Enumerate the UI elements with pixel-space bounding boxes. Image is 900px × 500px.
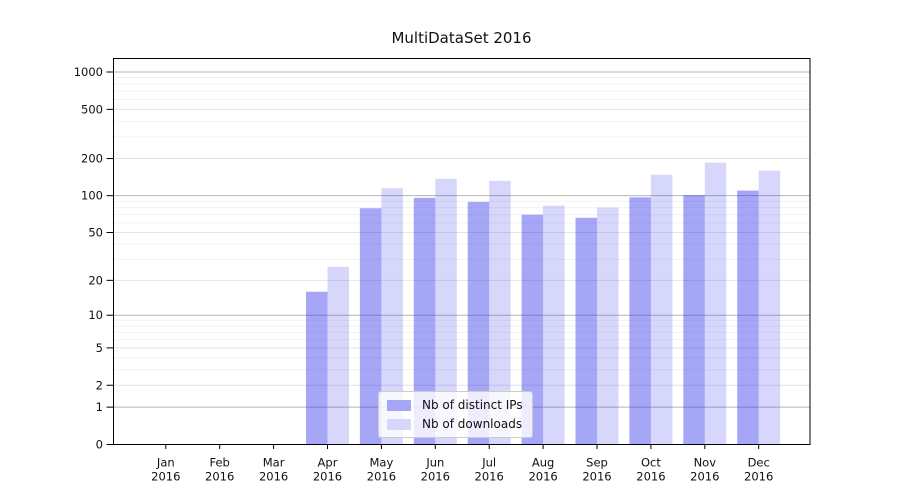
bar-downloads-aug (543, 205, 565, 445)
chart-title: MultiDataSet 2016 (391, 29, 532, 47)
x-tick-label-month: Oct (641, 456, 661, 470)
bar-downloads-apr (327, 266, 349, 445)
y-tick-label: 50 (88, 226, 103, 240)
legend-swatch-distinct-ips (387, 399, 411, 411)
bar-distinct-ips-may (359, 208, 382, 445)
x-tick-label-year: 2016 (636, 470, 665, 484)
bar-downloads-nov (704, 162, 727, 445)
bar-distinct-ips-oct (629, 197, 651, 445)
bar-downloads-jul (489, 180, 511, 445)
x-tick-label-month: Dec (748, 456, 770, 470)
x-tick-label-month: May (370, 456, 394, 470)
x-tick-label-year: 2016 (475, 470, 504, 484)
x-tick-label-month: Jul (481, 456, 496, 470)
x-tick-label-month: Jan (156, 456, 175, 470)
y-tick-label: 1000 (74, 65, 103, 79)
y-tick-label: 1 (96, 400, 103, 414)
x-tick-label-year: 2016 (528, 470, 557, 484)
bar-downloads-may (381, 188, 403, 445)
legend-swatch-downloads (387, 418, 411, 430)
bar-distinct-ips-sep (575, 217, 597, 445)
legend-label-distinct-ips: Nb of distinct IPs (422, 398, 523, 412)
x-tick-label-year: 2016 (259, 470, 288, 484)
y-tick-label: 100 (81, 189, 103, 203)
legend-label-downloads: Nb of downloads (422, 417, 523, 431)
y-tick-label: 500 (81, 102, 103, 116)
x-tick-label-month: Nov (694, 456, 717, 470)
x-tick-label-year: 2016 (421, 470, 450, 484)
bar-distinct-ips-nov (683, 195, 705, 445)
plot-border (113, 58, 811, 445)
legend-item-distinct-ips: Nb of distinct IPs (387, 398, 523, 412)
x-tick-label-year: 2016 (151, 470, 180, 484)
x-tick-label-month: Aug (532, 456, 554, 470)
x-tick-label-month: Apr (318, 456, 338, 470)
x-tick-label-year: 2016 (582, 470, 611, 484)
y-tick-label: 5 (96, 341, 103, 355)
y-tick-label: 0 (96, 438, 103, 452)
y-tick-label: 200 (81, 152, 103, 166)
bar-distinct-ips-jul (467, 201, 490, 445)
bar-downloads-sep (597, 207, 619, 445)
bar-downloads-dec (758, 170, 781, 445)
y-tick-label: 10 (88, 308, 103, 322)
x-tick-label-year: 2016 (744, 470, 773, 484)
x-tick-label-month: Sep (586, 456, 608, 470)
x-tick-label-month: Jun (425, 456, 444, 470)
x-tick-label-year: 2016 (690, 470, 719, 484)
x-tick-label-year: 2016 (367, 470, 396, 484)
legend-item-downloads: Nb of downloads (387, 417, 523, 431)
x-tick-label-year: 2016 (205, 470, 234, 484)
bar-distinct-ips-jun (413, 197, 436, 445)
bar-distinct-ips-dec (737, 190, 759, 445)
bar-distinct-ips-apr (306, 291, 328, 445)
x-tick-label-year: 2016 (313, 470, 342, 484)
bar-distinct-ips-aug (521, 214, 544, 445)
y-tick-label: 20 (88, 273, 103, 287)
legend: Nb of distinct IPs Nb of downloads (378, 391, 533, 438)
x-tick-label-month: Feb (210, 456, 230, 470)
bar-downloads-jun (435, 178, 457, 445)
x-tick-label-month: Mar (263, 456, 285, 470)
bar-downloads-oct (650, 174, 673, 445)
y-tick-label: 2 (96, 378, 103, 392)
